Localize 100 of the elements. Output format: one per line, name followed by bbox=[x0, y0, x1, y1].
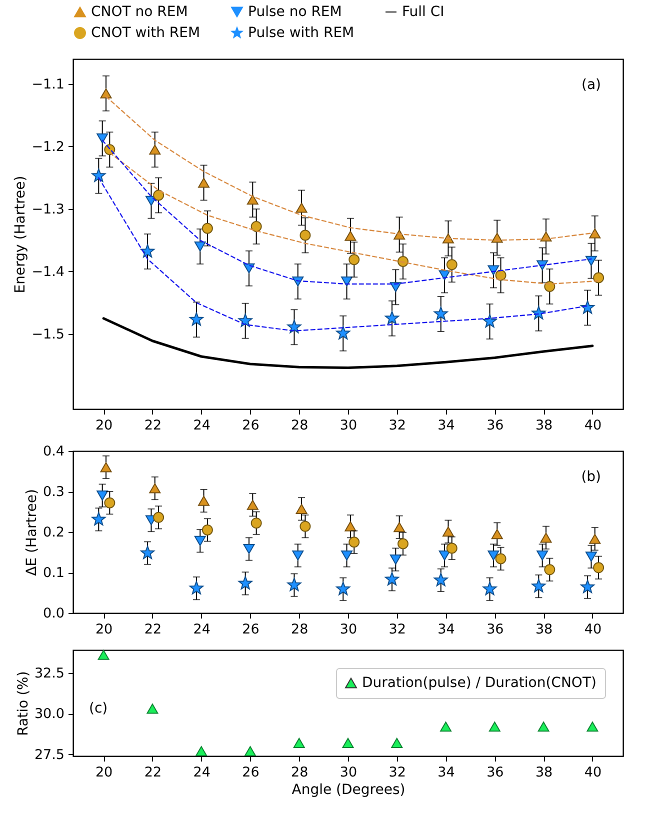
y-axis-title: ΔE (Hartree) bbox=[24, 489, 40, 576]
point bbox=[342, 738, 354, 748]
point bbox=[348, 254, 360, 266]
x-tick-label: 38 bbox=[535, 418, 553, 434]
point bbox=[140, 244, 155, 258]
point bbox=[246, 194, 258, 205]
point bbox=[348, 536, 360, 548]
x-tick-label: 36 bbox=[486, 764, 504, 780]
point bbox=[589, 534, 601, 544]
point bbox=[92, 168, 106, 182]
x-tick-label: 28 bbox=[291, 418, 308, 434]
y-tick-label: 30.0 bbox=[34, 706, 64, 722]
point bbox=[438, 550, 450, 561]
point bbox=[98, 650, 110, 660]
point bbox=[442, 526, 454, 537]
legend-label: Duration(pulse) / Duration(CNOT) bbox=[362, 675, 596, 691]
legend-label: Full CI bbox=[402, 4, 444, 20]
y-tick-label: −1.2 bbox=[32, 139, 64, 155]
x-tick-label: 22 bbox=[144, 622, 162, 638]
annotation: (a) bbox=[581, 77, 601, 93]
point bbox=[296, 504, 308, 514]
point bbox=[336, 326, 350, 340]
point bbox=[202, 524, 213, 536]
point bbox=[585, 552, 597, 562]
x-tick-label: 40 bbox=[584, 764, 602, 780]
point bbox=[243, 544, 255, 554]
point bbox=[544, 281, 556, 292]
point bbox=[482, 314, 497, 328]
x-tick-label: 26 bbox=[242, 764, 260, 780]
point bbox=[292, 550, 304, 561]
point bbox=[394, 230, 406, 240]
point bbox=[293, 738, 305, 748]
point bbox=[246, 500, 258, 510]
legend-label: Pulse no REM bbox=[248, 4, 342, 20]
point bbox=[586, 722, 598, 732]
point bbox=[153, 512, 164, 523]
point bbox=[238, 313, 252, 327]
x-tick-label: 22 bbox=[144, 418, 162, 434]
x-tick-label: 38 bbox=[535, 622, 553, 638]
point bbox=[189, 312, 204, 326]
x-tick-label: 24 bbox=[193, 764, 210, 780]
x-tick-label: 20 bbox=[95, 418, 113, 434]
annotation: (b) bbox=[581, 469, 601, 485]
x-axis-title: Angle (Degrees) bbox=[292, 782, 406, 798]
point bbox=[153, 190, 164, 201]
point bbox=[146, 704, 158, 714]
point bbox=[287, 320, 302, 334]
x-tick-label: 30 bbox=[340, 622, 358, 638]
y-axis-title: Ratio (%) bbox=[15, 671, 32, 736]
point bbox=[434, 572, 448, 586]
x-tick-label: 30 bbox=[340, 418, 358, 434]
x-tick-label: 22 bbox=[144, 764, 162, 780]
x-tick-label: 24 bbox=[193, 622, 210, 638]
point bbox=[532, 578, 546, 592]
point bbox=[198, 178, 210, 188]
point bbox=[189, 580, 204, 594]
y-tick-label: −1.4 bbox=[32, 264, 64, 280]
x-tick-label: 32 bbox=[388, 764, 406, 780]
point bbox=[198, 496, 210, 506]
point bbox=[336, 582, 350, 596]
point bbox=[202, 222, 213, 234]
y-tick-label: 0.1 bbox=[43, 565, 64, 581]
x-tick-label: 34 bbox=[438, 764, 455, 780]
point bbox=[344, 230, 356, 241]
point bbox=[194, 536, 206, 546]
point bbox=[100, 462, 112, 472]
point bbox=[488, 722, 500, 732]
point bbox=[491, 528, 503, 540]
point bbox=[536, 550, 548, 561]
point bbox=[300, 520, 311, 532]
line-series bbox=[102, 317, 594, 369]
point bbox=[482, 582, 497, 596]
x-tick-label: 36 bbox=[486, 418, 504, 434]
point bbox=[384, 310, 400, 324]
legend-label: CNOT with REM bbox=[91, 25, 200, 41]
x-tick-label: 36 bbox=[486, 622, 504, 638]
point bbox=[100, 88, 112, 98]
y-tick-label: −1.5 bbox=[32, 326, 64, 342]
point bbox=[96, 490, 108, 501]
x-tick-label: 34 bbox=[438, 418, 455, 434]
point bbox=[538, 722, 550, 732]
point bbox=[149, 483, 161, 494]
point bbox=[398, 256, 408, 267]
point bbox=[544, 564, 556, 576]
x-tick-label: 30 bbox=[340, 764, 358, 780]
legend-label: CNOT no REM bbox=[91, 4, 188, 20]
point bbox=[96, 133, 108, 144]
point bbox=[250, 518, 262, 529]
point bbox=[495, 553, 506, 564]
point bbox=[287, 578, 302, 592]
annotation: (c) bbox=[89, 700, 108, 716]
point bbox=[398, 538, 408, 550]
point bbox=[580, 580, 595, 594]
point bbox=[341, 550, 353, 561]
point bbox=[488, 550, 500, 561]
point bbox=[440, 722, 452, 732]
point bbox=[344, 521, 356, 532]
point bbox=[238, 576, 252, 590]
point bbox=[488, 265, 500, 276]
x-tick-label: 32 bbox=[388, 418, 406, 434]
